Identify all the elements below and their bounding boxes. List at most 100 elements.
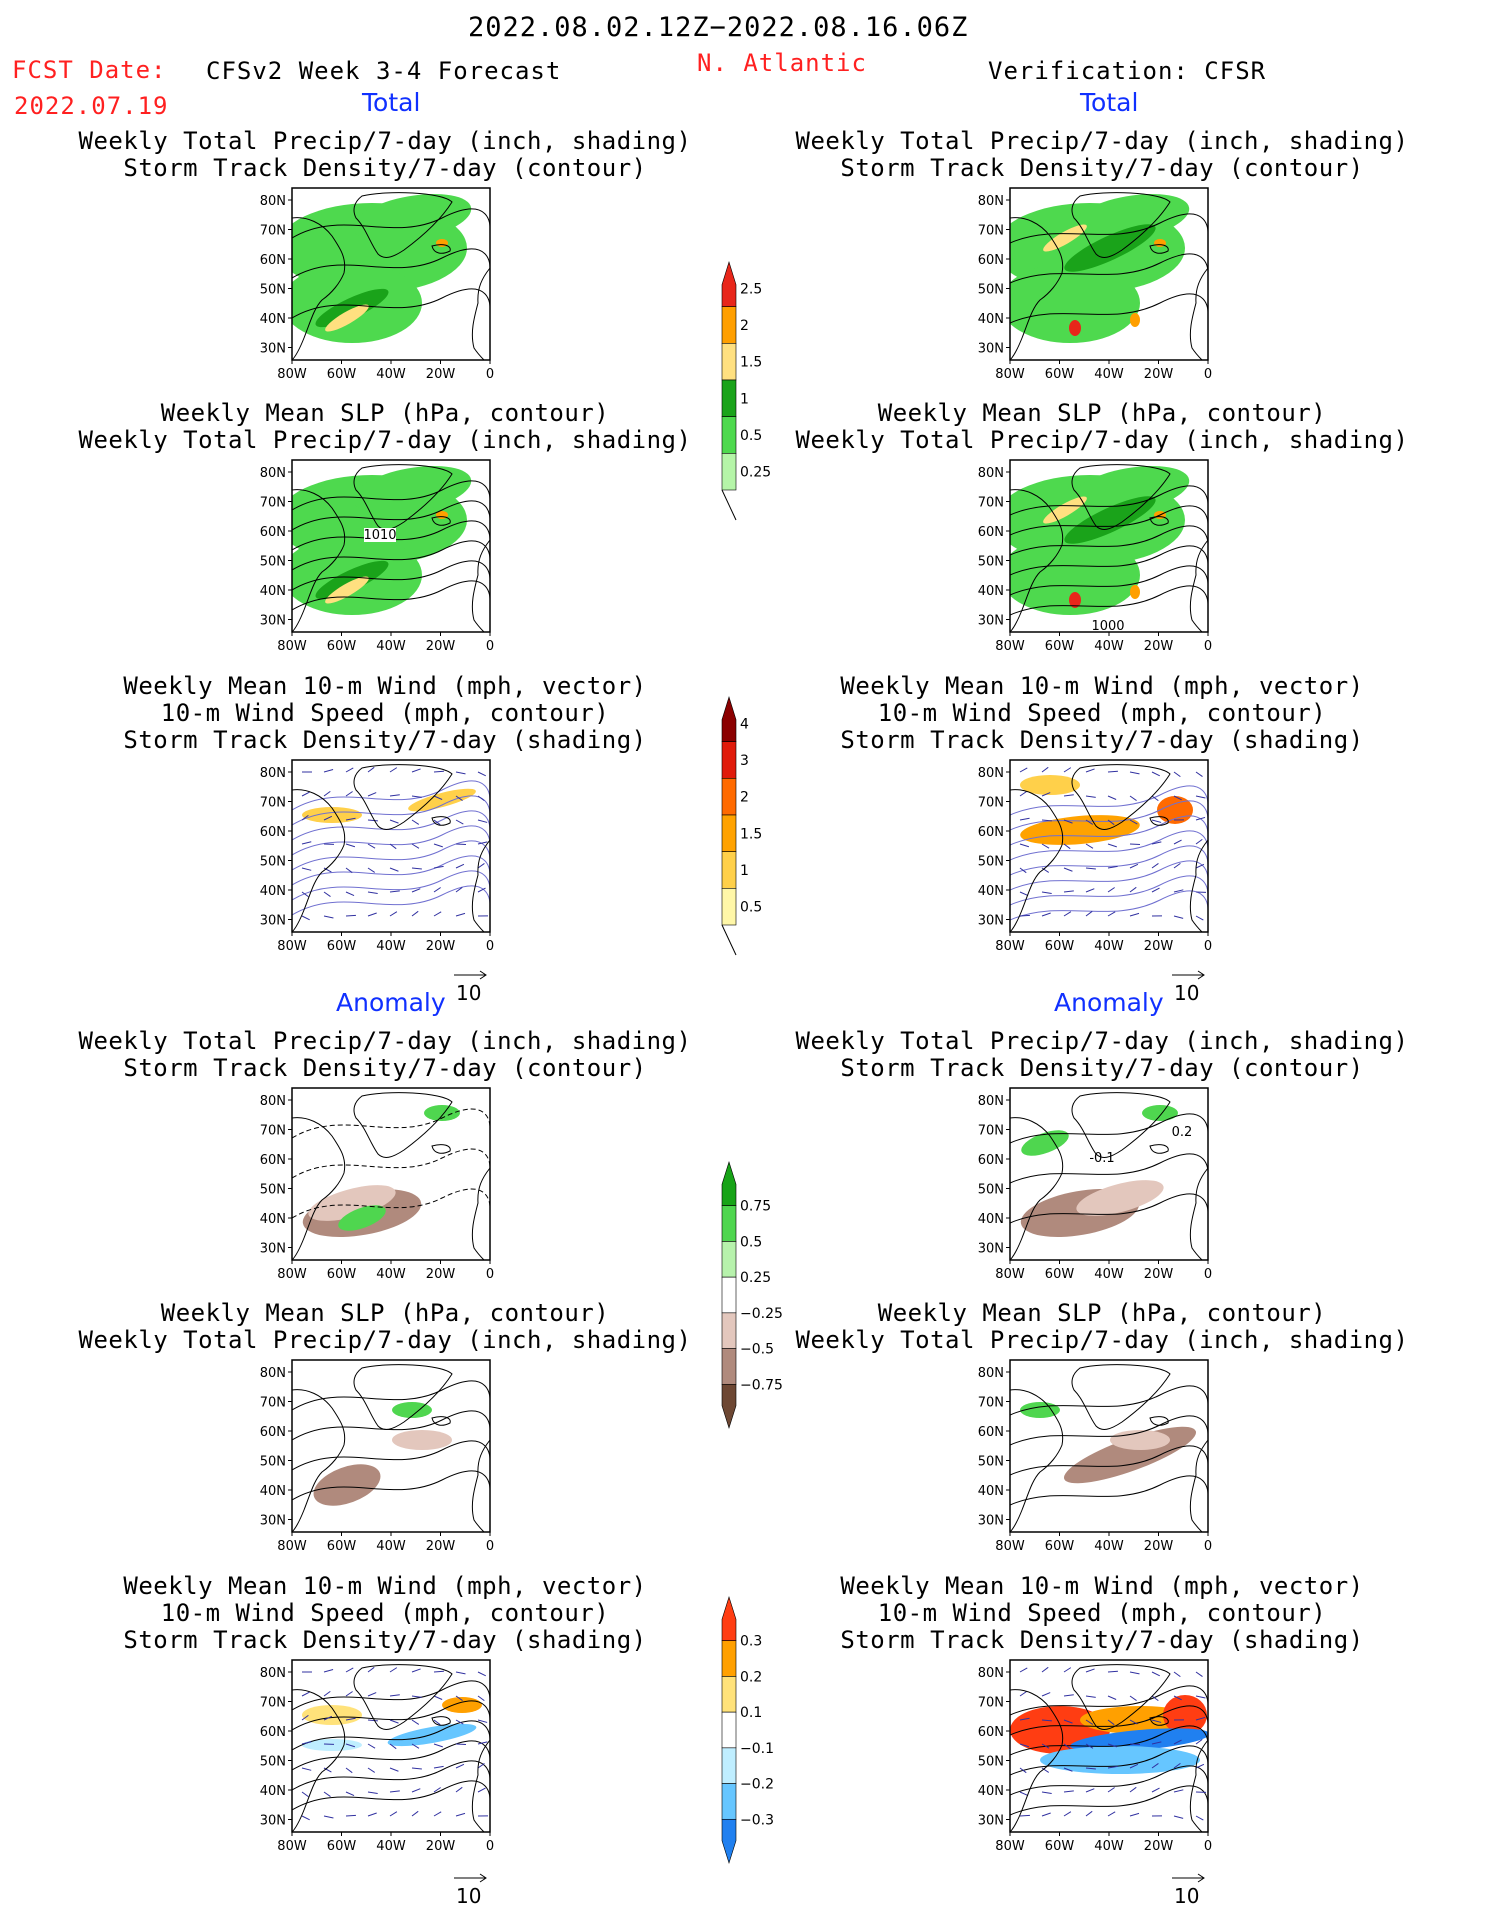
wind-vector — [1019, 817, 1030, 821]
wind-vector — [1041, 1666, 1049, 1673]
wind-vector — [1041, 1767, 1050, 1773]
panel-title-line: Storm Track Density/7-day (contour) — [123, 1054, 647, 1082]
wind-vector — [1151, 1741, 1162, 1745]
colorbar-segment — [721, 1383, 737, 1430]
wind-vector — [1129, 819, 1138, 825]
north-america-coast — [1010, 789, 1064, 932]
lon-label: 20W — [1144, 1839, 1174, 1854]
greenland-coast — [353, 764, 453, 830]
wind-vector — [389, 819, 399, 824]
wind-vector — [1041, 843, 1050, 849]
lon-label: 20W — [426, 939, 456, 954]
contour-line — [1010, 1153, 1208, 1184]
wind-vector — [1173, 1762, 1181, 1769]
colorbar-segment — [721, 453, 737, 491]
wind-vector — [455, 863, 465, 869]
wind-vector — [1063, 1767, 1073, 1772]
contour-line — [292, 1440, 490, 1471]
north-america-coast — [1010, 489, 1064, 632]
colorbar-segment — [721, 778, 737, 816]
wind-vector — [1063, 1790, 1074, 1793]
precip-shading — [1043, 496, 1087, 524]
wind-vector — [455, 886, 463, 893]
wind-vector — [1195, 795, 1206, 799]
contour-line — [292, 1780, 490, 1811]
lon-label: 20W — [426, 1839, 456, 1854]
contour-line — [292, 810, 490, 841]
wind-vector — [411, 1810, 419, 1817]
lon-label: 60W — [327, 1539, 357, 1554]
colorbar-segment — [721, 306, 737, 344]
lat-label: 30N — [260, 342, 286, 357]
lon-label: 20W — [1144, 1539, 1174, 1554]
wind-vector — [1151, 819, 1162, 823]
colorbar-label: −0.2 — [740, 1777, 774, 1793]
track-shading — [387, 1723, 477, 1747]
contour-label-bg — [364, 528, 396, 542]
contour-line — [292, 1188, 490, 1219]
track-shading — [302, 807, 362, 823]
contour-line — [1010, 830, 1208, 861]
lat-label: 80N — [260, 1666, 286, 1681]
wind-vector — [1129, 795, 1137, 801]
lon-label: 60W — [1045, 1267, 1075, 1282]
lon-label: 60W — [327, 367, 357, 382]
lon-label: 40W — [376, 1267, 406, 1282]
anom-shading — [392, 1430, 452, 1450]
panel-title-line: Weekly Mean SLP (hPa, contour) — [160, 1299, 610, 1327]
wind-vector — [455, 1763, 465, 1769]
lon-label: 40W — [376, 939, 406, 954]
wind-vector — [301, 791, 310, 797]
colorbar-precip_anom: 0.75 0.5 0.25 −0.25 −0.5 −0.75 — [721, 1160, 783, 1430]
colorbar-segment — [721, 888, 737, 926]
wind-vector — [1019, 767, 1028, 773]
section-anomaly-right: Anomaly — [1054, 988, 1164, 1017]
wind-vector — [1107, 1695, 1117, 1700]
wind-vector — [1041, 912, 1051, 917]
lat-label: 30N — [260, 1242, 286, 1257]
contour-line — [1010, 845, 1208, 876]
wind-vector — [1195, 838, 1203, 845]
wind-vector — [433, 1765, 444, 1769]
lat-label: 80N — [978, 1366, 1004, 1381]
contour-line — [292, 208, 490, 239]
lon-label: 0 — [486, 1839, 494, 1854]
colorbar-segment — [721, 1595, 737, 1642]
wind-vector — [411, 768, 421, 773]
wind-vector — [1085, 867, 1096, 870]
vector-reference: 10 — [454, 970, 487, 1005]
wind-vector — [411, 1788, 421, 1793]
wind-vector — [477, 1671, 486, 1677]
lon-label: 20W — [1144, 639, 1174, 654]
contour-line — [1010, 890, 1208, 921]
map-panel-t1-right: 80N 70N 60N 50N 40N 30N 80W 60W 40W 20W 0 — [978, 187, 1212, 382]
wind-vector — [433, 819, 441, 826]
iceland-coast — [1149, 516, 1169, 526]
lat-label: 30N — [260, 1514, 286, 1529]
wind-vector — [477, 1763, 485, 1769]
wind-vector — [411, 1719, 420, 1725]
wind-vector — [389, 1694, 400, 1697]
wind-vector — [1019, 791, 1027, 797]
contour-line — [292, 288, 490, 319]
panel-title-line: Weekly Total Precip/7-day (inch, shading… — [78, 426, 692, 454]
lon-label: 0 — [486, 939, 494, 954]
lat-label: 80N — [978, 1666, 1004, 1681]
contour-line — [1010, 1475, 1208, 1506]
iceland-coast — [431, 516, 451, 526]
precip-shading — [1064, 224, 1156, 272]
greenland-coast — [353, 1364, 453, 1430]
contour-line — [1010, 875, 1208, 906]
lon-label: 60W — [1045, 367, 1075, 382]
wind-vector — [1173, 1671, 1181, 1678]
wind-vector — [389, 1719, 399, 1724]
wind-vector — [477, 863, 485, 869]
wind-vector — [1041, 1719, 1052, 1722]
wind-vector — [345, 767, 354, 773]
wind-vector — [345, 914, 356, 917]
colorbar-segment — [721, 1312, 737, 1349]
panel-title-line: Storm Track Density/7-day (contour) — [840, 1054, 1364, 1082]
colorbar-segment — [721, 1241, 737, 1278]
north-america-coast — [1010, 1389, 1064, 1532]
lat-label: 60N — [978, 1425, 1004, 1440]
